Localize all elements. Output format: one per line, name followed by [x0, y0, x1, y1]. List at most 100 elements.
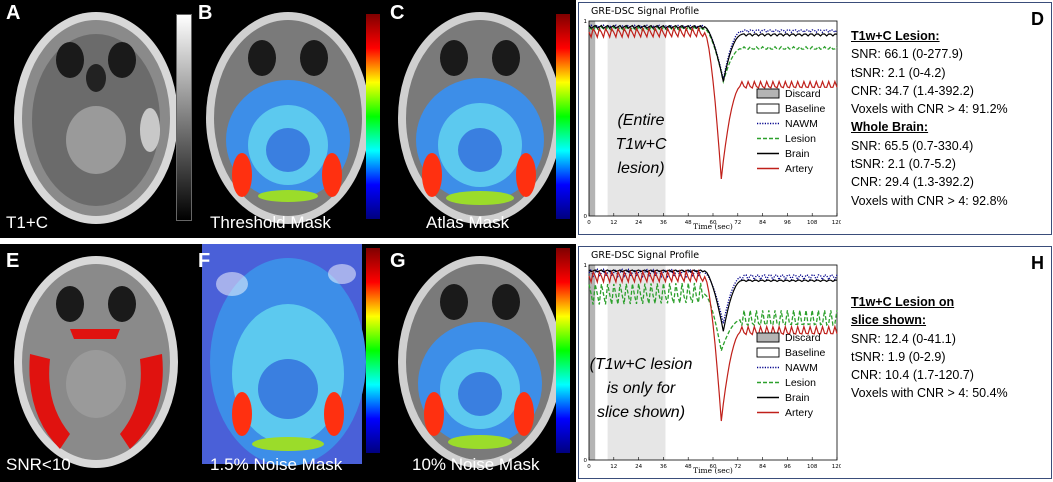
- stats-line: CNR: 34.7 (1.4-392.2): [851, 83, 974, 98]
- grayscale-colorbar: [176, 14, 192, 221]
- stats-header: T1w+C Lesion on: [851, 295, 955, 309]
- stats-line: CNR: 10.4 (1.7-120.7): [851, 368, 974, 383]
- brain-image-c: [398, 12, 562, 224]
- stats-header: slice shown:: [851, 313, 927, 328]
- jet-colorbar: [556, 248, 570, 453]
- stats-header: T1w+C Lesion:: [851, 29, 940, 43]
- x-tick-label: 0: [587, 464, 591, 470]
- panel-label: C: [390, 2, 405, 24]
- panel-label: G: [390, 250, 406, 272]
- brain-image-g: [398, 256, 562, 468]
- stats-line: tSNR: 2.1 (0-4.2): [851, 65, 946, 80]
- legend-label: Discard: [785, 332, 821, 344]
- legend-label: NAWM: [785, 362, 818, 374]
- x-tick-label: 12: [610, 220, 617, 226]
- x-tick-label: 72: [734, 464, 741, 470]
- region-discard: [589, 21, 596, 216]
- y-tick-label: 1: [584, 263, 588, 269]
- stats-header: Whole Brain:: [851, 120, 929, 135]
- x-tick-label: 96: [784, 220, 791, 226]
- panel-caption: Threshold Mask: [210, 213, 331, 232]
- x-tick-label: 48: [685, 220, 692, 226]
- legend-label: Brain: [785, 148, 810, 160]
- y-tick-label: 1: [584, 19, 588, 25]
- panel-c-atlas-mask: C Atlas Mask: [384, 0, 576, 238]
- stats-line: Voxels with CNR > 4: 92.8%: [851, 193, 1008, 208]
- series-line-artery: [588, 26, 838, 179]
- x-tick-label: 120: [832, 220, 841, 226]
- panel-caption: 1.5% Noise Mask: [210, 455, 343, 474]
- x-tick-label: 24: [635, 464, 642, 470]
- panel-caption: T1+C: [6, 213, 49, 232]
- panel-d: GRE-DSC Signal Profile 0 12 24 36 48 60 72 84 96 1…: [578, 2, 1052, 235]
- panel-label: B: [198, 2, 213, 24]
- brain-image-b: [206, 12, 370, 224]
- panel-caption: 10% Noise Mask: [412, 455, 540, 474]
- x-tick-label: 60: [710, 464, 717, 470]
- jet-colorbar: [366, 14, 380, 219]
- legend-label: Brain: [785, 392, 810, 404]
- panel-b-threshold-mask: B Threshold Mask: [192, 0, 384, 238]
- x-tick-label: 24: [635, 220, 642, 226]
- chart-annotation: slice shown): [597, 404, 685, 421]
- stats-line: Voxels with CNR > 4: 50.4%: [851, 386, 1008, 401]
- x-tick-label: 36: [660, 464, 667, 470]
- stats-h: T1w+C Lesion on slice shown: SNR: 12.4 (0-…: [851, 293, 1008, 403]
- brain-image-f: [202, 244, 366, 466]
- series-line-lesion: [588, 282, 838, 354]
- x-tick-label: 84: [759, 464, 766, 470]
- x-axis-label: Time (sec): [693, 466, 733, 475]
- panel-caption: Atlas Mask: [426, 213, 510, 232]
- legend-swatch: [756, 332, 780, 343]
- stats-d: T1w+C Lesion: SNR: 66.1 (0-277.9) tSNR: 2.…: [851, 27, 1008, 210]
- y-tick-label: 0: [584, 214, 588, 220]
- region-discard: [589, 265, 596, 460]
- x-tick-label: 84: [759, 220, 766, 226]
- legend-label: Baseline: [785, 347, 825, 359]
- x-tick-label: 120: [832, 464, 841, 470]
- stats-line: tSNR: 1.9 (0-2.9): [851, 349, 946, 364]
- chart-annotation: is only for: [607, 380, 676, 397]
- chart-title: GRE-DSC Signal Profile: [591, 250, 699, 261]
- x-tick-label: 0: [587, 220, 591, 226]
- x-tick-label: 108: [807, 220, 818, 226]
- chart-annotation: (T1w+C lesion: [590, 356, 693, 373]
- signal-profile-chart-h: GRE-DSC Signal Profile 0 12 24 36 48 60 72 84 96 1…: [584, 250, 843, 475]
- legend-label: NAWM: [785, 118, 818, 130]
- panel-h: GRE-DSC Signal Profile 0 12 24 36 48 60 72 84 96 1…: [578, 246, 1052, 479]
- chart-annotation: T1w+C: [615, 136, 667, 153]
- chart-title: GRE-DSC Signal Profile: [591, 6, 699, 17]
- x-tick-label: 36: [660, 220, 667, 226]
- x-tick-label: 96: [784, 464, 791, 470]
- x-tick-label: 72: [734, 220, 741, 226]
- stats-line: Voxels with CNR > 4: 91.2%: [851, 102, 1008, 117]
- legend-label: Discard: [785, 88, 821, 100]
- series-line-brain: [588, 24, 838, 82]
- stats-line: tSNR: 2.1 (0.7-5.2): [851, 157, 956, 172]
- panel-a-t1c: A T1+C: [0, 0, 192, 238]
- region-baseline: [607, 21, 666, 216]
- chart-annotation: lesion): [617, 160, 664, 177]
- panel-label: F: [198, 250, 211, 272]
- y-tick-label: 0: [584, 458, 588, 464]
- brain-image-e: [14, 256, 178, 468]
- stats-line: SNR: 12.4 (0-41.1): [851, 331, 956, 346]
- panel-caption: SNR<10: [6, 455, 71, 474]
- x-tick-label: 108: [807, 464, 818, 470]
- legend-label: Artery: [785, 407, 814, 419]
- panel-label: D: [1031, 9, 1044, 29]
- x-tick-label: 60: [710, 220, 717, 226]
- legend-label: Lesion: [785, 377, 816, 389]
- panel-label: E: [6, 250, 20, 272]
- panel-label: A: [6, 2, 21, 24]
- panel-f-noise-mask-1-5: F 1.5% Noise Mask: [192, 244, 384, 482]
- legend-label: Lesion: [785, 133, 816, 145]
- x-axis-label: Time (sec): [693, 222, 733, 231]
- legend-label: Baseline: [785, 103, 825, 115]
- signal-profile-chart-d: GRE-DSC Signal Profile 0 12 24 36 48 60 72 84 96 1…: [584, 6, 843, 231]
- legend-swatch: [756, 88, 780, 99]
- jet-colorbar: [556, 14, 570, 219]
- panel-g-noise-mask-10: G 10% Noise Mask: [384, 244, 576, 482]
- stats-line: SNR: 66.1 (0-277.9): [851, 47, 963, 62]
- x-tick-label: 12: [610, 464, 617, 470]
